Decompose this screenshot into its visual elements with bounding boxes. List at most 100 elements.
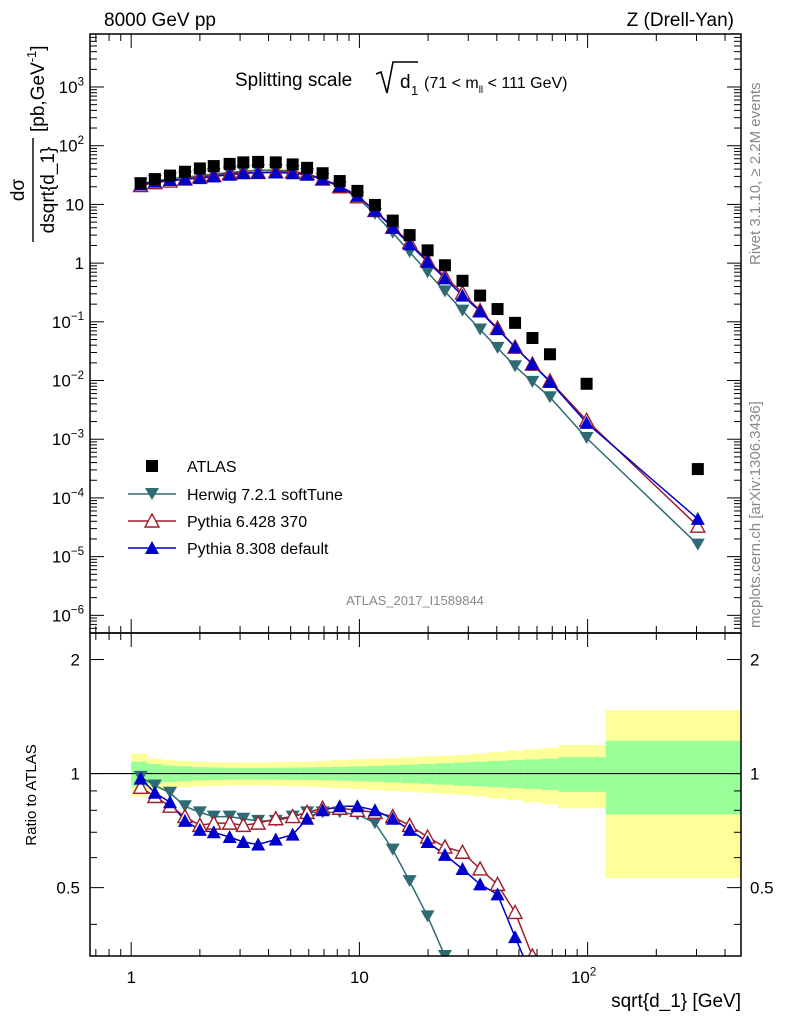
data-point bbox=[221, 814, 238, 830]
ratio-y-tick-label-right: 2 bbox=[750, 651, 759, 670]
y-tick-label-base: 10 bbox=[59, 78, 78, 97]
data-point bbox=[284, 808, 301, 824]
ratio-y-tick-label-right-base: 0.5 bbox=[750, 879, 774, 898]
data-point bbox=[490, 341, 505, 354]
y-tick-label-sup: −4 bbox=[71, 487, 85, 499]
data-point bbox=[508, 360, 523, 373]
y-tick-label-base: 1 bbox=[75, 254, 84, 273]
data-point bbox=[367, 817, 382, 830]
x-axis-label: sqrt{d_1} [GeV] bbox=[611, 991, 741, 1012]
data-point bbox=[385, 220, 400, 234]
data-point bbox=[333, 175, 346, 188]
y-axis-label: dσ dsqrt{d_1} [pb,GeV-1] bbox=[8, 45, 59, 242]
y-tick-label-base: 10 bbox=[52, 606, 71, 625]
ratio-frame bbox=[89, 632, 742, 957]
ratio-bands bbox=[131, 710, 741, 879]
data-point bbox=[456, 274, 469, 287]
data-point bbox=[286, 158, 299, 171]
data-point bbox=[579, 431, 594, 444]
data-point bbox=[300, 167, 315, 181]
data-point bbox=[437, 847, 452, 861]
ratio-y-tick-label-right: 1 bbox=[750, 765, 759, 784]
title-range: (71 < mll < 111 GeV) bbox=[424, 75, 567, 96]
data-point bbox=[236, 834, 251, 848]
analysis-tag: ATLAS_2017_I1589844 bbox=[346, 593, 484, 608]
ylabel-frac-top: dσ bbox=[8, 179, 29, 202]
x-tick-label-base: 10 bbox=[350, 968, 369, 987]
y-tick-label-base: 10 bbox=[59, 137, 78, 156]
y-tick-label-sup: −6 bbox=[71, 605, 84, 617]
ratio-y-tick-label-base: 1 bbox=[71, 765, 80, 784]
legend-marker-atlas bbox=[146, 460, 158, 472]
data-point bbox=[474, 289, 487, 302]
y-tick-label: 103 bbox=[59, 76, 84, 97]
data-point bbox=[368, 198, 381, 211]
y-tick-label-base: 10 bbox=[52, 489, 71, 508]
ratio-band-inner bbox=[523, 759, 542, 790]
data-point bbox=[285, 827, 300, 841]
data-point bbox=[269, 156, 282, 169]
data-point bbox=[402, 237, 417, 251]
data-point bbox=[315, 803, 330, 817]
ratio-series-layer bbox=[132, 770, 539, 983]
data-point bbox=[301, 161, 314, 174]
y-tick-label-sup: −1 bbox=[71, 311, 84, 323]
data-point bbox=[473, 323, 488, 336]
data-point bbox=[223, 157, 236, 170]
y-tick-label: 10−3 bbox=[52, 429, 84, 450]
data-point bbox=[351, 184, 364, 197]
y-tick-label: 1 bbox=[75, 254, 84, 273]
data-point bbox=[236, 166, 251, 180]
ylabel-unit-end: ] bbox=[28, 45, 49, 50]
data-point bbox=[192, 806, 207, 819]
data-point bbox=[490, 322, 505, 336]
data-point bbox=[421, 244, 434, 257]
ratio-band-inner bbox=[605, 740, 741, 815]
ylabel-unit-start: [pb,GeV bbox=[28, 62, 49, 132]
data-point bbox=[455, 861, 470, 875]
x-tick-label: 10 bbox=[350, 968, 369, 987]
data-point bbox=[508, 340, 523, 354]
y-tick-label-base: 10 bbox=[65, 195, 84, 214]
y-tick-label-sup: −2 bbox=[71, 370, 84, 382]
data-point bbox=[222, 830, 237, 844]
ratio-y-tick-label-base: 0.5 bbox=[56, 879, 80, 898]
data-point bbox=[367, 803, 382, 817]
data-point bbox=[525, 970, 539, 983]
data-point bbox=[579, 415, 594, 429]
y-tick-label: 102 bbox=[59, 135, 84, 156]
ratio-y-tick-label-right-base: 2 bbox=[750, 651, 759, 670]
data-point bbox=[490, 887, 505, 901]
title-sub: 1 bbox=[411, 83, 418, 98]
legend-label-pythia6: Pythia 6.428 370 bbox=[187, 514, 307, 531]
legend-marker-pythia8 bbox=[145, 541, 159, 554]
data-point bbox=[237, 156, 250, 169]
data-point bbox=[147, 779, 162, 792]
x-tick-label-sup: 2 bbox=[590, 966, 596, 978]
data-point bbox=[164, 169, 177, 182]
data-point bbox=[385, 811, 400, 825]
legend-label-herwig: Herwig 7.2.1 softTune bbox=[187, 487, 343, 504]
data-point bbox=[420, 834, 435, 848]
data-point bbox=[192, 171, 207, 185]
data-point bbox=[163, 795, 178, 809]
ratio-series-clipped bbox=[132, 770, 539, 983]
data-point bbox=[386, 214, 399, 227]
data-point bbox=[580, 377, 593, 390]
data-point bbox=[454, 843, 471, 859]
data-point bbox=[542, 391, 557, 404]
title-symbol: d bbox=[400, 72, 411, 93]
data-point bbox=[207, 160, 220, 173]
data-point bbox=[251, 837, 266, 851]
ratio-band-inner bbox=[558, 757, 606, 792]
legend-label-atlas: ATLAS bbox=[187, 459, 237, 476]
data-point bbox=[285, 166, 300, 180]
data-point bbox=[473, 877, 488, 891]
header: 8000 GeV pp Z (Drell-Yan) bbox=[104, 10, 734, 31]
data-point bbox=[473, 304, 488, 318]
data-point bbox=[437, 285, 452, 298]
data-point bbox=[192, 822, 207, 836]
